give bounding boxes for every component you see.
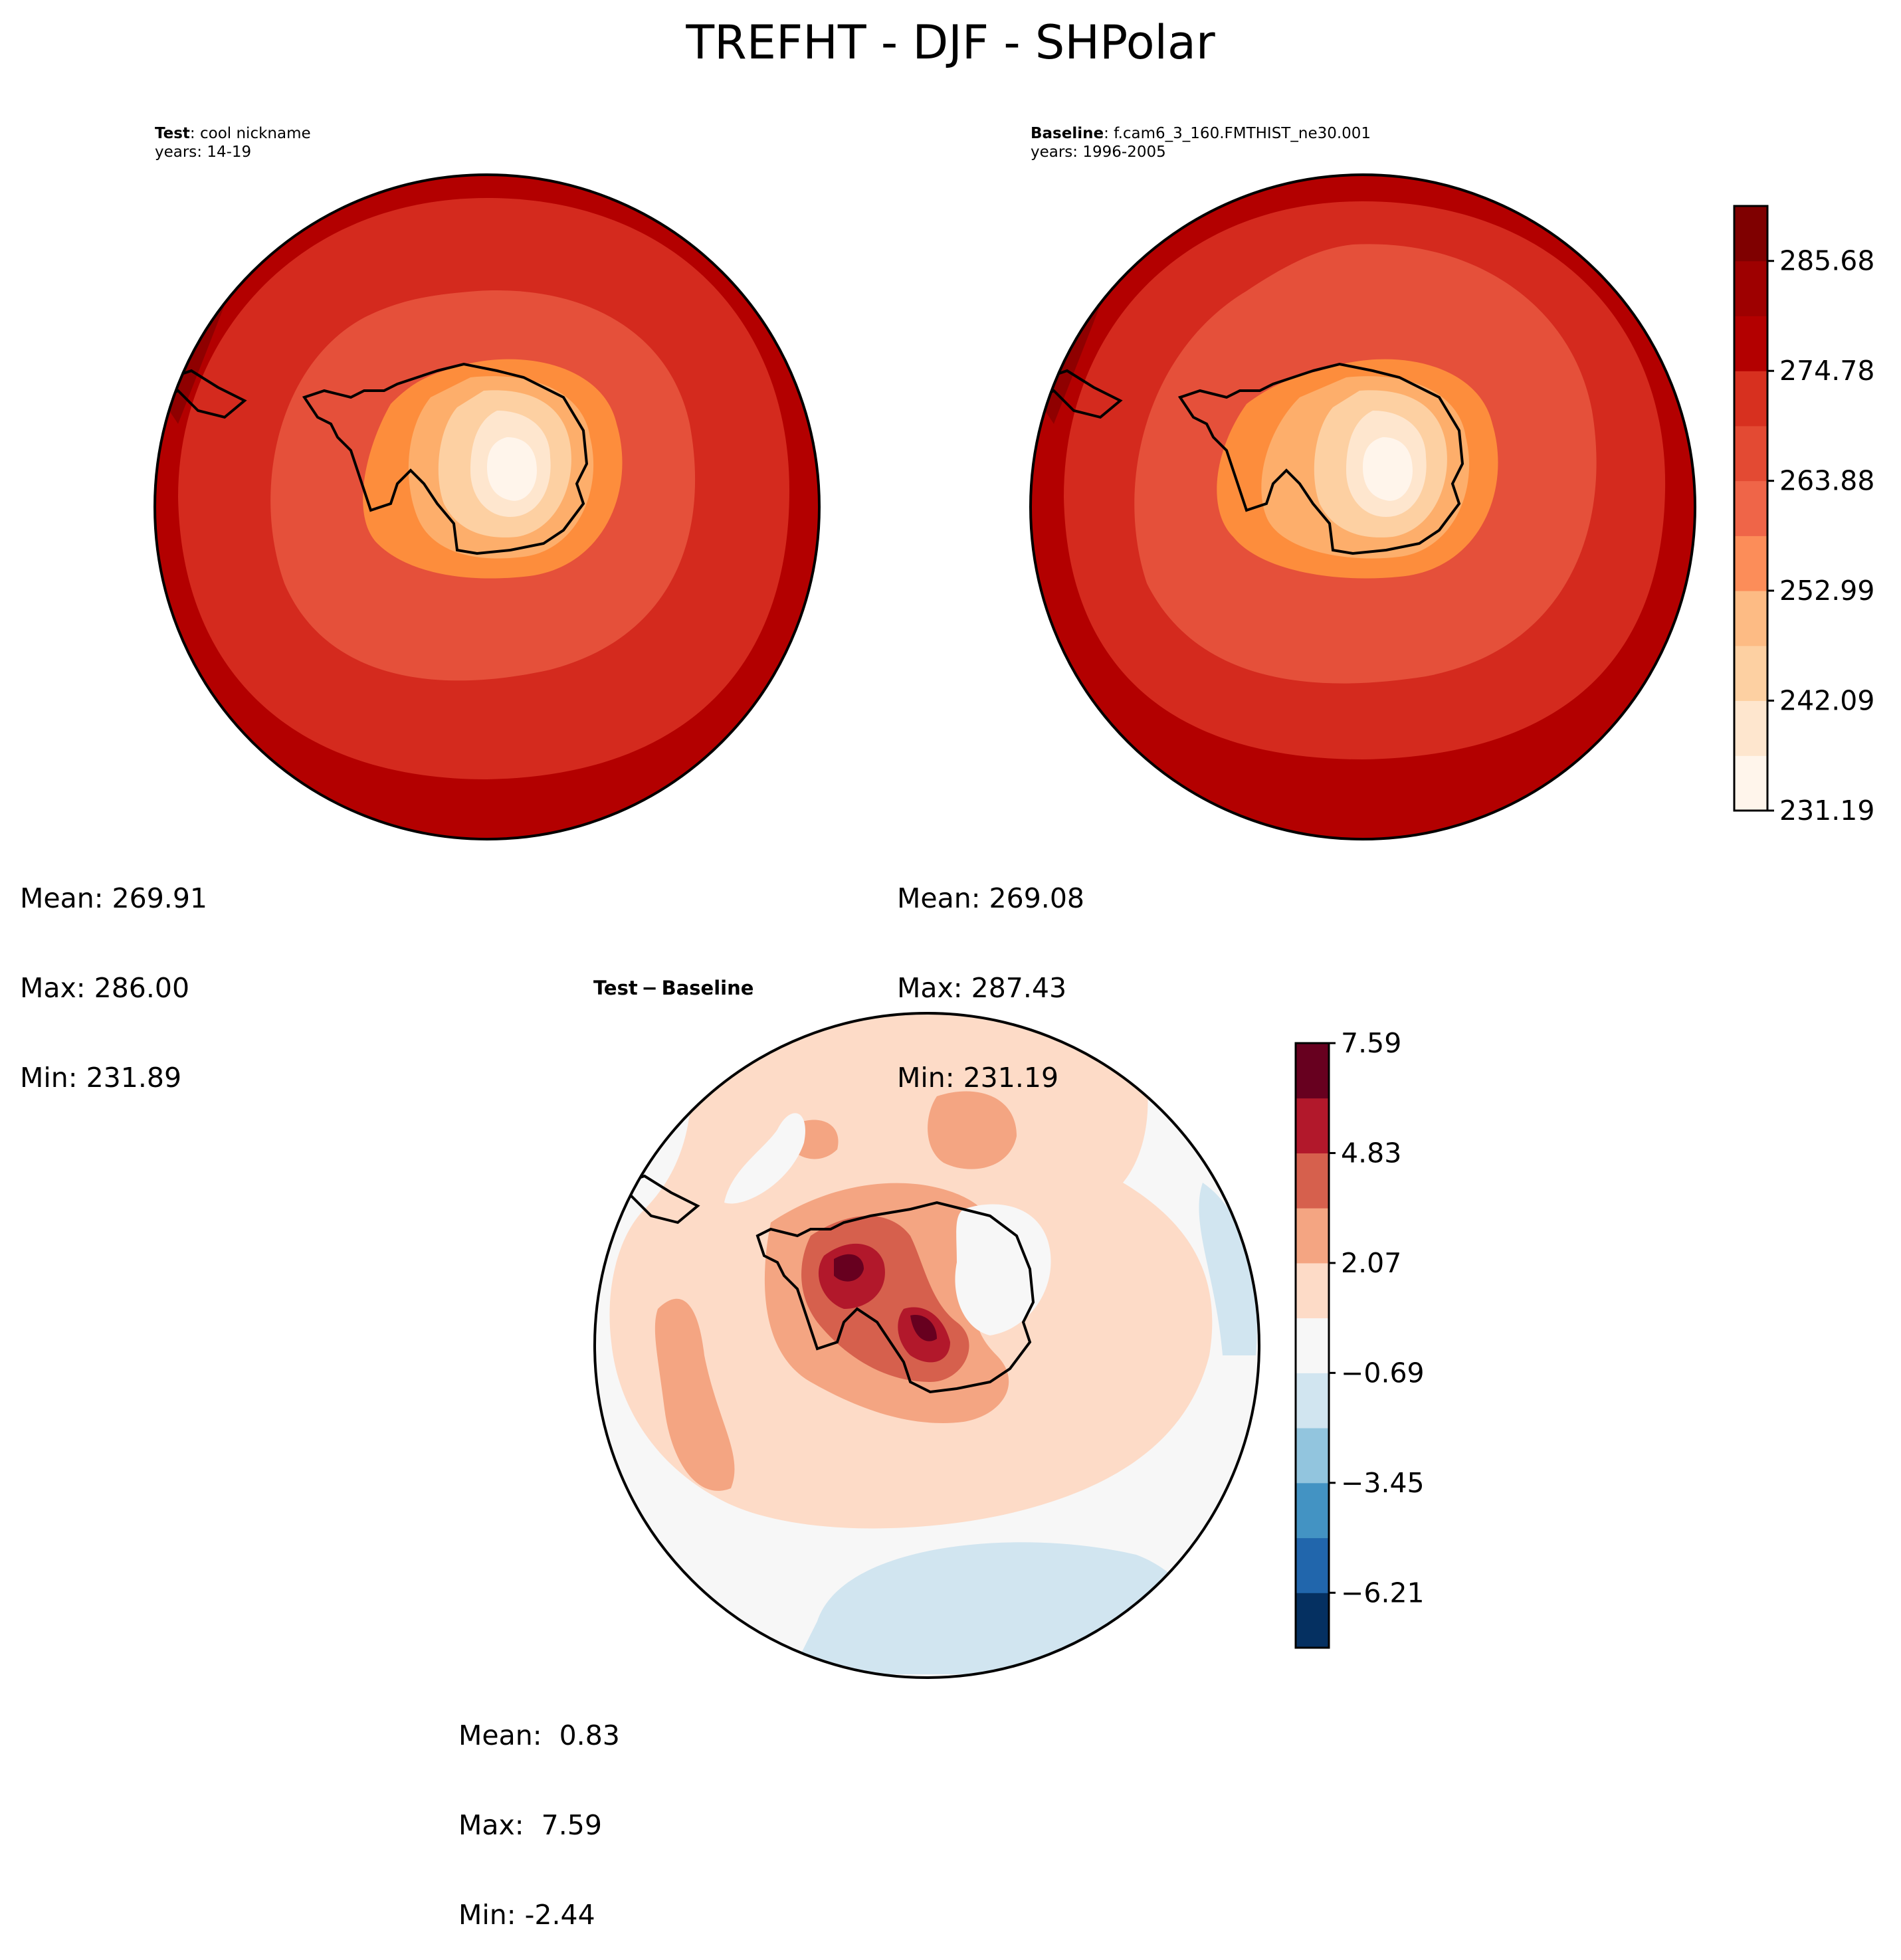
- difference-colorbar-swatch: [1296, 1537, 1329, 1593]
- baseline-colorbar-tick-label: 252.99: [1779, 575, 1874, 607]
- baseline-years: years: 1996-2005: [1031, 144, 1166, 161]
- baseline-mean: Mean: 269.08: [897, 882, 1085, 914]
- difference-colorbar-swatch: [1296, 1208, 1329, 1264]
- test-band-8: [487, 437, 537, 501]
- baseline-colorbar-tick-label: 263.88: [1779, 465, 1874, 497]
- baseline-label-text: : f.cam6_3_160.FMTHIST_ne30.001: [1104, 125, 1371, 142]
- difference-colorbar-swatch: [1296, 1318, 1329, 1373]
- difference-colorbar-swatch: [1296, 1153, 1329, 1209]
- test-max: Max: 286.00: [20, 972, 190, 1004]
- baseline-max: Max: 287.43: [897, 972, 1067, 1004]
- test-years: years: 14-19: [155, 144, 252, 161]
- diff-map-outline: [593, 1012, 1260, 1679]
- difference-colorbar-swatch: [1296, 1428, 1329, 1484]
- baseline-colorbar: 285.68 274.78 263.88 252.99 242.09 231.19: [1733, 205, 1874, 827]
- diff-warm-2b: [654, 1298, 735, 1491]
- difference-min: Min: -2.44: [458, 1899, 595, 1931]
- difference-colorbar-tick-label: 2.07: [1341, 1247, 1401, 1279]
- baseline-panel-label: Baseline: f.cam6_3_160.FMTHIST_ne30.001 …: [1031, 124, 1371, 161]
- difference-colorbar-swatch: [1296, 1373, 1329, 1428]
- test-polar-map: [153, 173, 821, 840]
- diff-warm-5: [834, 1254, 864, 1282]
- test-panel-label: Test: cool nickname years: 14-19: [155, 124, 311, 161]
- difference-colorbar: 7.59 4.83 2.07 −0.69 −3.45 −6.21: [1294, 1027, 1425, 1649]
- test-label-text: : cool nickname: [189, 125, 311, 142]
- baseline-coast: [1177, 362, 1464, 555]
- test-mean: Mean: 269.91: [20, 882, 208, 914]
- diff-cool-east: [1199, 1183, 1257, 1355]
- baseline-colorbar-tick-label: 285.68: [1779, 245, 1874, 277]
- baseline-min: Min: 231.19: [897, 1062, 1059, 1094]
- difference-colorbar-frame: [1294, 1042, 1330, 1649]
- test-min: Min: 231.89: [20, 1062, 182, 1094]
- baseline-colorbar-swatch: [1734, 591, 1767, 646]
- baseline-colorbar-swatch: [1734, 755, 1767, 811]
- figure-title: TREFHT - DJF - SHPolar: [686, 15, 1215, 70]
- difference-max: Max: 7.59: [458, 1809, 602, 1841]
- diff-label-b: Baseline: [661, 977, 754, 999]
- difference-colorbar-tick-label: 7.59: [1341, 1027, 1401, 1059]
- baseline-map-outline: [1029, 173, 1696, 840]
- difference-colorbar-swatch: [1296, 1043, 1329, 1099]
- diff-warm-5b: [910, 1315, 937, 1341]
- difference-colorbar-swatch: [1296, 1593, 1329, 1648]
- baseline-colorbar-swatch: [1734, 480, 1767, 536]
- baseline-colorbar-swatch: [1734, 425, 1767, 482]
- difference-colorbar-tick-label: −0.69: [1341, 1357, 1425, 1389]
- baseline-colorbar-swatch: [1734, 700, 1767, 756]
- diff-coast: [755, 1201, 1035, 1394]
- difference-colorbar-tick-label: −6.21: [1341, 1577, 1425, 1609]
- difference-colorbar-swatch: [1296, 1262, 1329, 1319]
- baseline-stats: Mean: 269.08 Max: 287.43 Min: 231.19: [897, 824, 1084, 1123]
- difference-mean: Mean: 0.83: [458, 1719, 620, 1751]
- test-label-bold: Test: [155, 125, 190, 142]
- diff-warm-2d: [928, 1091, 1017, 1169]
- difference-colorbar-tick-label: −3.45: [1341, 1467, 1425, 1499]
- baseline-colorbar-swatch: [1734, 371, 1767, 427]
- difference-polar-map: [593, 1012, 1260, 1679]
- difference-stats: Mean: 0.83 Max: 7.59 Min: -2.44: [458, 1661, 620, 1960]
- difference-panel-label: Test − Baseline: [593, 977, 754, 999]
- difference-colorbar-swatch: [1296, 1098, 1329, 1153]
- baseline-colorbar-swatch: [1734, 260, 1767, 316]
- diff-neutral-interior: [955, 1204, 1051, 1335]
- diff-neutral-west: [724, 1113, 805, 1204]
- baseline-colorbar-tick-label: 242.09: [1779, 685, 1874, 717]
- difference-colorbar-tick-label: 4.83: [1341, 1137, 1401, 1169]
- test-coast: [302, 362, 589, 555]
- baseline-polar-map: [1029, 173, 1696, 840]
- baseline-colorbar-swatch: [1734, 316, 1767, 371]
- baseline-band-8: [1363, 437, 1413, 501]
- test-map-outline: [153, 173, 821, 840]
- baseline-colorbar-swatch: [1734, 536, 1767, 591]
- baseline-colorbar-tick-label: 231.19: [1779, 795, 1874, 827]
- baseline-colorbar-swatch: [1734, 645, 1767, 702]
- diff-label-a: Test: [593, 977, 638, 999]
- baseline-colorbar-swatch: [1734, 206, 1767, 262]
- test-stats: Mean: 269.91 Max: 286.00 Min: 231.89: [20, 824, 207, 1123]
- baseline-colorbar-tick-label: 274.78: [1779, 355, 1874, 387]
- difference-colorbar-swatch: [1296, 1482, 1329, 1539]
- baseline-label-bold: Baseline: [1031, 125, 1104, 142]
- baseline-colorbar-frame: [1733, 205, 1769, 812]
